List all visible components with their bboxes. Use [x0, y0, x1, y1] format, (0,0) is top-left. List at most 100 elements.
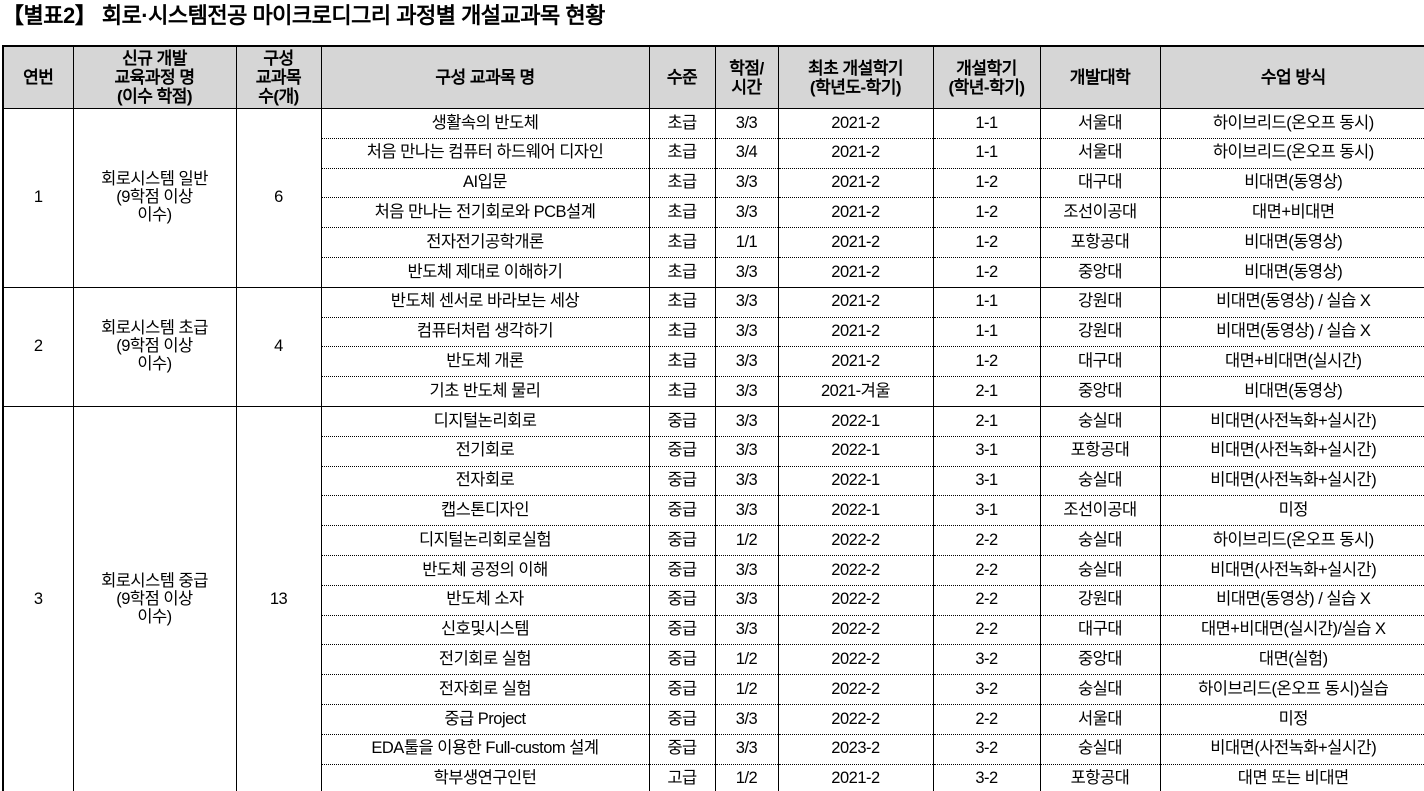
table-header: 연번 신규 개발 교육과정 명 (이수 학점) 구성 교과목 수(개) 구성 교… — [2, 46, 1424, 110]
course-class-method: 비대면(사전녹화+실시간) — [1159, 555, 1424, 586]
course-class-method: 비대면(동영상) — [1159, 168, 1424, 199]
course-develop-univ: 강원대 — [1039, 287, 1161, 318]
course-name: 전기회로 실험 — [320, 644, 650, 676]
course-credit-hours: 3/3 — [714, 585, 779, 616]
course-develop-univ: 포항공대 — [1039, 436, 1161, 467]
course-level: 중급 — [648, 555, 716, 586]
group-course-count: 13 — [235, 406, 322, 791]
course-class-method: 비대면(사전녹화+실시간) — [1159, 734, 1424, 765]
course-develop-univ: 강원대 — [1039, 585, 1161, 616]
course-develop-univ: 서울대 — [1039, 108, 1161, 139]
course-develop-univ: 숭실대 — [1039, 674, 1161, 706]
course-first-semester: 2021-2 — [777, 346, 934, 378]
course-name: 생활속의 반도체 — [320, 108, 650, 139]
course-name: 디지털논리회로실험 — [320, 525, 650, 557]
course-credit-hours: 3/3 — [714, 317, 779, 348]
course-semester: 2-2 — [932, 615, 1041, 646]
page-title: 【별표2】 회로·시스템전공 마이크로디그리 과정별 개설교과목 현황 — [2, 3, 605, 28]
course-row: 2 회로시스템 초급 (9학점 이상 이수) 4 반도체 센서로 바라보는 세상 초급 3… — [2, 287, 1424, 408]
course-semester: 1-1 — [932, 317, 1041, 348]
course-level: 초급 — [648, 197, 716, 229]
course-credit-hours: 1/2 — [714, 764, 779, 791]
course-semester: 1-2 — [932, 227, 1041, 259]
course-develop-univ: 중앙대 — [1039, 257, 1161, 288]
course-row: 처음 만나는 컴퓨터 하드웨어 디자인 초급 3/4 2021-2 1-1 서울대 하이브리… — [3, 138, 1424, 169]
course-develop-univ: 대구대 — [1039, 168, 1161, 199]
course-name: 반도체 센서로 바라보는 세상 — [320, 287, 650, 318]
course-credit-hours: 3/3 — [714, 734, 779, 765]
course-credit-hours: 3/3 — [714, 406, 779, 437]
course-row: 1 회로시스템 일반 (9학점 이상 이수) 6 생활속의 반도체 초급 3/3 2021-… — [2, 108, 1424, 288]
course-develop-univ: 숭실대 — [1039, 525, 1161, 557]
course-semester: 1-1 — [932, 138, 1041, 169]
course-develop-univ: 강원대 — [1039, 317, 1161, 348]
course-row: 컴퓨터처럼 생각하기 초급 3/3 2021-2 1-1 강원대 비대면(동영상) / 실습… — [3, 317, 1424, 348]
course-semester: 3-1 — [932, 466, 1041, 497]
course-class-method: 하이브리드(온오프 동시) — [1159, 138, 1424, 169]
course-first-semester: 2021-2 — [777, 287, 934, 318]
course-level: 초급 — [648, 138, 716, 169]
group-course-count: 6 — [235, 108, 322, 288]
course-semester: 2-2 — [932, 525, 1041, 557]
group-program-name: 회로시스템 중급 (9학점 이상 이수) — [72, 406, 237, 791]
course-credit-hours: 3/3 — [714, 108, 779, 139]
course-level: 중급 — [648, 466, 716, 497]
course-semester: 1-2 — [932, 257, 1041, 288]
course-develop-univ: 포항공대 — [1039, 764, 1161, 791]
course-credit-hours: 3/3 — [714, 257, 779, 288]
course-class-method: 비대면(동영상) — [1159, 227, 1424, 259]
course-first-semester: 2021-2 — [777, 108, 934, 139]
course-develop-univ: 중앙대 — [1039, 644, 1161, 676]
course-name: EDA툴을 이용한 Full-custom 설계 — [320, 734, 650, 765]
course-first-semester: 2023-2 — [777, 734, 934, 765]
course-semester: 2-2 — [932, 555, 1041, 586]
course-class-method: 비대면(사전녹화+실시간) — [1159, 466, 1424, 497]
course-name: AI입문 — [320, 168, 650, 199]
course-row: 전기회로 실험 중급 1/2 2022-2 3-2 중앙대 대면(실험) — [3, 644, 1424, 676]
course-first-semester: 2021-2 — [777, 257, 934, 288]
header-course-count: 구성 교과목 수(개) — [235, 46, 322, 110]
course-level: 중급 — [648, 585, 716, 616]
course-first-semester: 2022-2 — [777, 525, 934, 557]
course-row: 디지털논리회로실험 중급 1/2 2022-2 2-2 숭실대 하이브리드(온오프 동시) — [3, 525, 1424, 557]
course-first-semester: 2022-1 — [777, 406, 934, 437]
course-class-method: 대면+비대면(실시간)/실습 X — [1159, 615, 1424, 646]
course-name: 캡스톤디자인 — [320, 495, 650, 527]
header-course-name: 구성 교과목 명 — [320, 46, 650, 110]
course-first-semester: 2021-2 — [777, 197, 934, 229]
course-level: 초급 — [648, 227, 716, 259]
course-credit-hours: 3/4 — [714, 138, 779, 169]
header-semester: 개설학기 (학년-학기) — [932, 46, 1041, 110]
course-develop-univ: 서울대 — [1039, 704, 1161, 735]
course-row: 처음 만나는 전기회로와 PCB설계 초급 3/3 2021-2 1-2 조선이공대 대면+… — [3, 197, 1424, 229]
course-credit-hours: 3/3 — [714, 704, 779, 735]
course-level: 초급 — [648, 108, 716, 139]
course-semester: 2-2 — [932, 585, 1041, 616]
course-semester: 1-1 — [932, 287, 1041, 318]
course-level: 중급 — [648, 674, 716, 706]
course-develop-univ: 숭실대 — [1039, 555, 1161, 586]
course-first-semester: 2022-2 — [777, 644, 934, 676]
course-semester: 3-2 — [932, 764, 1041, 791]
course-develop-univ: 조선이공대 — [1039, 495, 1161, 527]
course-credit-hours: 1/2 — [714, 674, 779, 706]
course-level: 중급 — [648, 644, 716, 676]
course-semester: 3-1 — [932, 495, 1041, 527]
course-level: 중급 — [648, 734, 716, 765]
course-first-semester: 2021-2 — [777, 317, 934, 348]
course-row: 전자전기공학개론 초급 1/1 2021-2 1-2 포항공대 비대면(동영상) — [3, 227, 1424, 259]
course-row: 3 회로시스템 중급 (9학점 이상 이수) 13 디지털논리회로 중급 3/3 2022-… — [2, 406, 1424, 791]
course-first-semester: 2021-2 — [777, 168, 934, 199]
group-no: 2 — [2, 287, 74, 408]
course-row: AI입문 초급 3/3 2021-2 1-2 대구대 비대면(동영상) — [3, 168, 1424, 199]
header-class-method: 수업 방식 — [1159, 46, 1424, 110]
course-name: 전기회로 — [320, 436, 650, 467]
course-name: 중급 Project — [320, 704, 650, 735]
course-first-semester: 2022-1 — [777, 495, 934, 527]
course-table: 연번 신규 개발 교육과정 명 (이수 학점) 구성 교과목 수(개) 구성 교… — [2, 45, 1424, 791]
course-develop-univ: 대구대 — [1039, 615, 1161, 646]
course-row: 신호및시스템 중급 3/3 2022-2 2-2 대구대 대면+비대면(실시간)/실습 X — [3, 615, 1424, 646]
course-credit-hours: 3/3 — [714, 376, 779, 408]
course-credit-hours: 3/3 — [714, 197, 779, 229]
